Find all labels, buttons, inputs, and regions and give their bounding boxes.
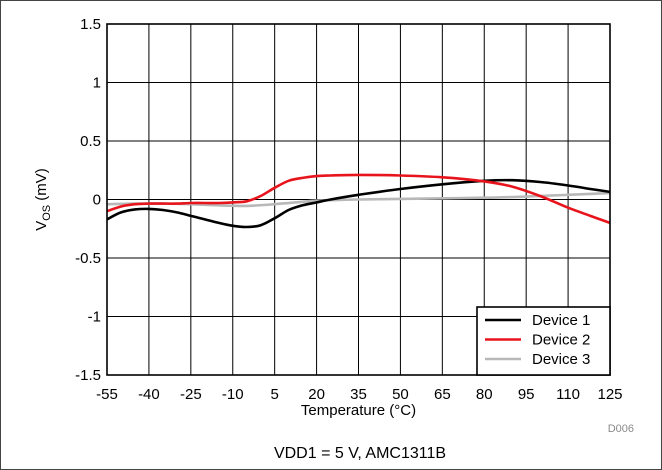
x-tick-label: 95	[518, 386, 535, 403]
x-tick-label: 50	[392, 386, 409, 403]
x-tick-labels: -55 -40 -25 -10 5 20 35 50 65 80 95 110 125	[96, 386, 622, 403]
y-tick-labels: -1.5 -1 -0.5 0 0.5 1 1.5	[75, 16, 101, 384]
x-axis-label: Temperature (°C)	[301, 402, 416, 419]
y-axis-label-unit: (mV)	[33, 168, 50, 205]
x-tick-label: 125	[597, 386, 622, 403]
x-tick-label: 80	[476, 386, 493, 403]
chart-caption: VDD1 = 5 V, AMC1311B	[274, 445, 446, 462]
y-axis-label-main: V	[33, 221, 50, 231]
x-tick-label: 65	[434, 386, 451, 403]
y-tick-label: -0.5	[75, 250, 101, 267]
legend-label-1: Device 1	[532, 312, 590, 329]
y-tick-label: 0	[93, 192, 101, 209]
x-tick-label: -25	[180, 386, 202, 403]
legend-label-3: Device 3	[532, 351, 590, 368]
plot-border	[106, 23, 611, 376]
y-tick-label: -1.5	[75, 367, 101, 384]
figure-code: D006	[608, 423, 634, 435]
y-tick-label: -1	[88, 309, 101, 326]
y-axis-label-sub: OS	[41, 205, 53, 221]
series-line-2	[106, 173, 611, 225]
legend-box	[476, 306, 611, 376]
y-tick-label: 1.5	[80, 16, 101, 33]
y-axis-label: VOS (mV)	[33, 168, 53, 231]
y-tick-label: 0.5	[80, 133, 101, 150]
y-tick-label: 1	[93, 75, 101, 92]
series-line-1	[106, 178, 611, 229]
x-tick-label: 35	[350, 386, 367, 403]
x-tick-label: -10	[222, 386, 244, 403]
x-tick-label: 110	[556, 386, 580, 403]
legend: Device 1 Device 2 Device 3	[476, 306, 611, 376]
x-tick-label: 5	[270, 386, 278, 403]
legend-label-2: Device 2	[532, 332, 590, 349]
x-tick-label: 20	[308, 386, 325, 403]
x-tick-label: -55	[96, 386, 118, 403]
series-lines	[106, 173, 611, 229]
x-tick-label: -40	[138, 386, 160, 403]
